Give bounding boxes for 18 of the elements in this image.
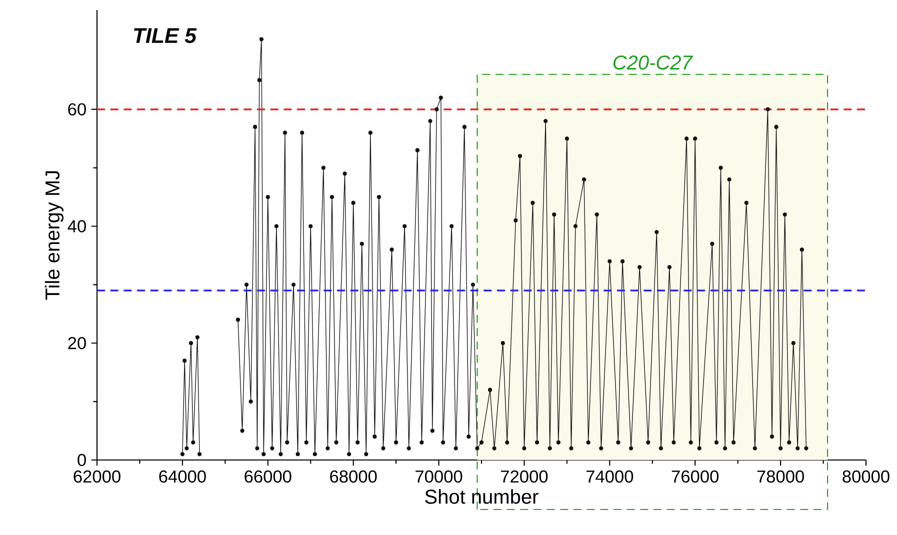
x-tick-label: 64000 <box>159 470 206 483</box>
x-tick-label: 70000 <box>416 470 462 483</box>
y-tick-label: 0 <box>78 454 86 466</box>
x-tick-label: 68000 <box>330 470 377 483</box>
y-axis-title: Tile energy MJ <box>44 171 64 300</box>
x-tick-label: 66000 <box>244 470 292 483</box>
y-tick-label: 40 <box>68 220 86 232</box>
annotation: TILE 5 <box>134 28 197 44</box>
y-tick-label: 20 <box>68 336 86 350</box>
x-tick-label: 72000 <box>501 470 548 483</box>
y-tick-label: 60 <box>68 103 86 116</box>
x-tick-label: 74000 <box>586 470 634 483</box>
x-tick-label: 62000 <box>74 470 120 483</box>
band-label: C20-C27 <box>613 55 693 70</box>
x-tick-label: 76000 <box>672 470 719 483</box>
x-axis-title: Shot number <box>425 489 538 504</box>
x-tick-label: 80000 <box>842 470 890 483</box>
x-tick-label: 78000 <box>757 470 804 483</box>
